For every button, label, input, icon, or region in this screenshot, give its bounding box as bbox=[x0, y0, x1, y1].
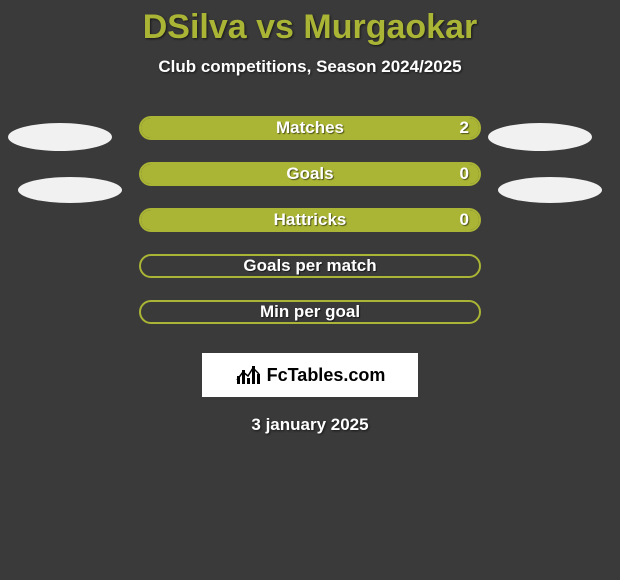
stat-bar: Hattricks0 bbox=[139, 208, 481, 232]
date-line: 3 january 2025 bbox=[0, 415, 620, 435]
logo-box: FcTables.com bbox=[202, 353, 418, 397]
stat-row: Matches2 bbox=[0, 105, 620, 151]
stat-value-right: 2 bbox=[460, 118, 469, 138]
logo-text: FcTables.com bbox=[267, 365, 386, 386]
stat-bar: Goals per match bbox=[139, 254, 481, 278]
stat-bar: Min per goal bbox=[139, 300, 481, 324]
stat-label: Hattricks bbox=[141, 210, 479, 230]
bars-icon bbox=[235, 364, 261, 386]
stat-row: Hattricks0 bbox=[0, 197, 620, 243]
stat-bar: Matches2 bbox=[139, 116, 481, 140]
page-title: DSilva vs Murgaokar bbox=[0, 0, 620, 47]
stat-value-right: 0 bbox=[460, 210, 469, 230]
stat-label: Goals per match bbox=[141, 256, 479, 276]
subtitle: Club competitions, Season 2024/2025 bbox=[0, 57, 620, 77]
stat-row: Min per goal bbox=[0, 289, 620, 335]
stats-card: DSilva vs Murgaokar Club competitions, S… bbox=[0, 0, 620, 580]
stat-label: Goals bbox=[141, 164, 479, 184]
stat-rows: Matches2Goals0Hattricks0Goals per matchM… bbox=[0, 105, 620, 335]
stat-row: Goals per match bbox=[0, 243, 620, 289]
stat-bar: Goals0 bbox=[139, 162, 481, 186]
logo: FcTables.com bbox=[235, 364, 386, 386]
stat-value-right: 0 bbox=[460, 164, 469, 184]
stat-label: Matches bbox=[141, 118, 479, 138]
stat-row: Goals0 bbox=[0, 151, 620, 197]
stat-label: Min per goal bbox=[141, 302, 479, 322]
